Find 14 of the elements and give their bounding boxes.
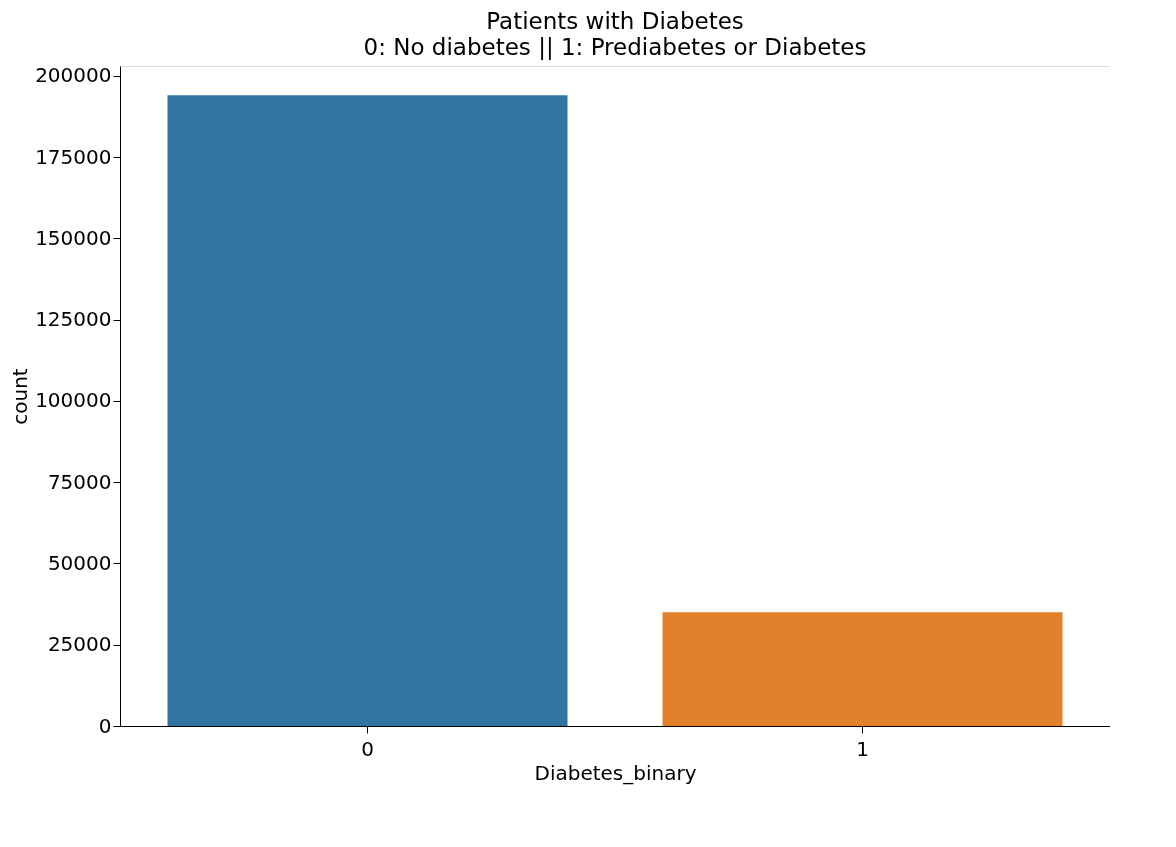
y-tick-label: 50000: [47, 550, 112, 575]
chart-title: Patients with Diabetes: [486, 7, 744, 34]
chart-subtitle: 0: No diabetes || 1: Prediabetes or Diabetes: [363, 33, 867, 60]
x-axis-title: Diabetes_binary: [534, 760, 697, 785]
y-tick-label: 200000: [35, 63, 112, 88]
y-tick-label: 0: [98, 713, 112, 738]
y-tick-label: 150000: [35, 225, 112, 250]
y-tick-label: 25000: [47, 632, 112, 657]
y-tick-label: 175000: [35, 144, 112, 169]
y-tick-label: 125000: [35, 307, 112, 332]
y-tick-label: 100000: [35, 388, 112, 413]
y-tick-label: 75000: [47, 469, 112, 494]
x-tick-label: 1: [856, 736, 869, 761]
y-axis-title: count: [8, 368, 33, 425]
